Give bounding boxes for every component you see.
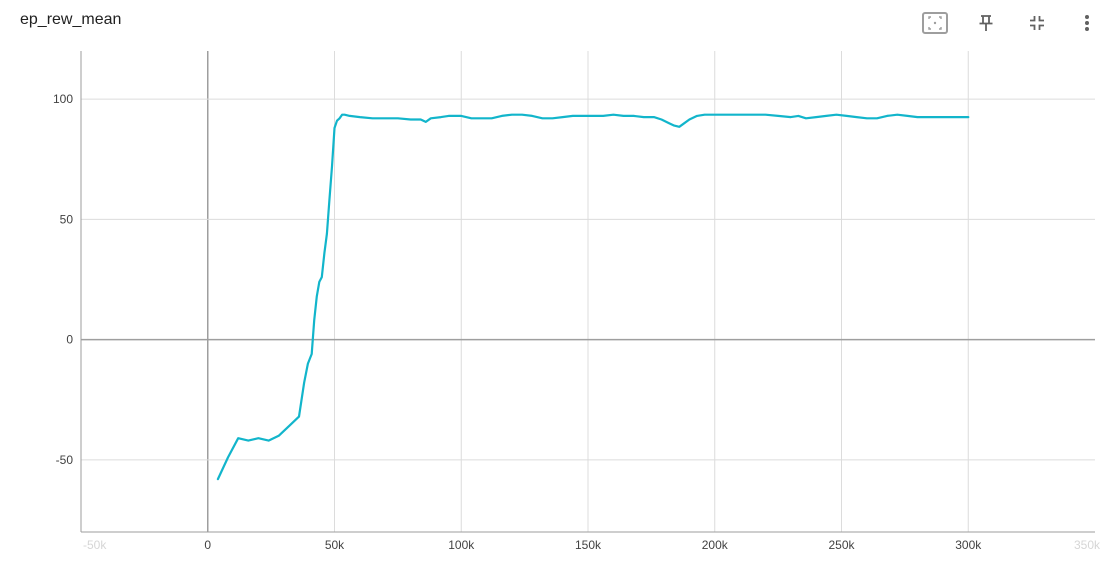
pin-icon bbox=[979, 15, 993, 31]
x-tick-label: 150k bbox=[575, 538, 602, 552]
pin-button[interactable] bbox=[971, 8, 1001, 38]
x-tick-label: 250k bbox=[828, 538, 855, 552]
more-vert-icon bbox=[1085, 15, 1089, 31]
x-tick-label: 50k bbox=[325, 538, 345, 552]
y-tick-label: -50 bbox=[56, 453, 74, 467]
x-tick-label: 300k bbox=[955, 538, 982, 552]
series-line-0 bbox=[216, 113, 970, 481]
fit-domain-icon bbox=[922, 12, 948, 34]
fit-domain-button[interactable] bbox=[920, 8, 950, 38]
x-tick-label: -50k bbox=[83, 538, 107, 552]
x-tick-label: 100k bbox=[448, 538, 475, 552]
y-tick-label: 100 bbox=[53, 92, 73, 106]
grid-lines bbox=[81, 51, 1095, 532]
y-tick-label: 0 bbox=[66, 333, 73, 347]
x-tick-label: 350k bbox=[1074, 538, 1101, 552]
tick-labels: -50k 0 50k 100k 150k 200k 250k 300k 350k -50 0 50 10… bbox=[53, 92, 1101, 552]
series-layer bbox=[216, 113, 970, 481]
y-tick-label: 50 bbox=[60, 212, 74, 226]
collapse-icon bbox=[1030, 16, 1044, 30]
axes bbox=[80, 51, 1095, 533]
collapse-button[interactable] bbox=[1022, 8, 1052, 38]
card-title: ep_rew_mean bbox=[20, 11, 122, 28]
x-tick-label: 200k bbox=[702, 538, 729, 552]
x-tick-label: 0 bbox=[204, 538, 211, 552]
more-options-button[interactable] bbox=[1072, 8, 1102, 38]
